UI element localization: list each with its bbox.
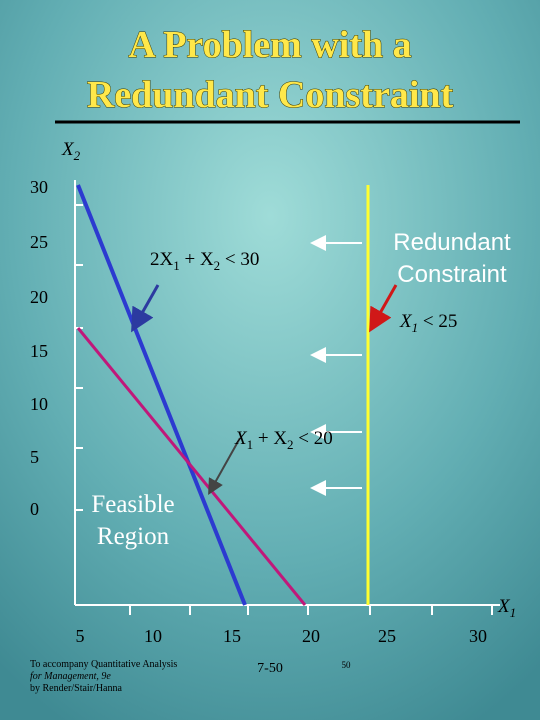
page-number: 7-50 xyxy=(257,661,283,676)
callout: Redundant xyxy=(393,229,511,256)
y-axis-label: X2 xyxy=(61,139,81,163)
arrow xyxy=(131,284,160,333)
x-tick-label: 20 xyxy=(302,626,320,646)
constraint-line xyxy=(76,184,247,606)
y-tick-label: 20 xyxy=(30,287,48,307)
constraint-label: 2X1 + X2 < 30 xyxy=(150,249,259,273)
y-tick-label: 30 xyxy=(30,177,48,197)
x-tick-label: 5 xyxy=(76,626,85,646)
x-tick-label: 15 xyxy=(223,626,241,646)
y-tick-label: 10 xyxy=(30,394,48,414)
x-tick-label: 25 xyxy=(378,626,396,646)
callout: Constraint xyxy=(397,261,507,288)
constraint-label: X1 + X2 < 20 xyxy=(234,428,333,452)
y-tick-label: 25 xyxy=(30,232,48,252)
title: Redundant Constraint xyxy=(87,74,454,116)
x-axis-label: X1 xyxy=(497,596,516,620)
direction-arrows xyxy=(310,235,362,496)
y-tick-label: 0 xyxy=(30,499,39,519)
footer: by Render/Stair/Hanna xyxy=(30,683,122,694)
constraint-label: X1 < 25 xyxy=(399,311,457,335)
arrow xyxy=(208,437,241,495)
y-tick-label: 15 xyxy=(30,341,48,361)
x-tick-label: 10 xyxy=(144,626,162,646)
arrow xyxy=(369,284,398,333)
region-label: Region xyxy=(97,523,170,550)
y-tick-label: 5 xyxy=(30,447,39,467)
footer: for Management, 9e xyxy=(30,671,111,682)
region-label: Feasible xyxy=(91,491,174,518)
constraint-line xyxy=(76,327,307,606)
slide-number: 50 xyxy=(342,660,352,670)
title: A Problem with a xyxy=(128,24,411,66)
footer: To accompany Quantitative Analysis xyxy=(30,659,177,670)
x-tick-label: 30 xyxy=(469,626,487,646)
